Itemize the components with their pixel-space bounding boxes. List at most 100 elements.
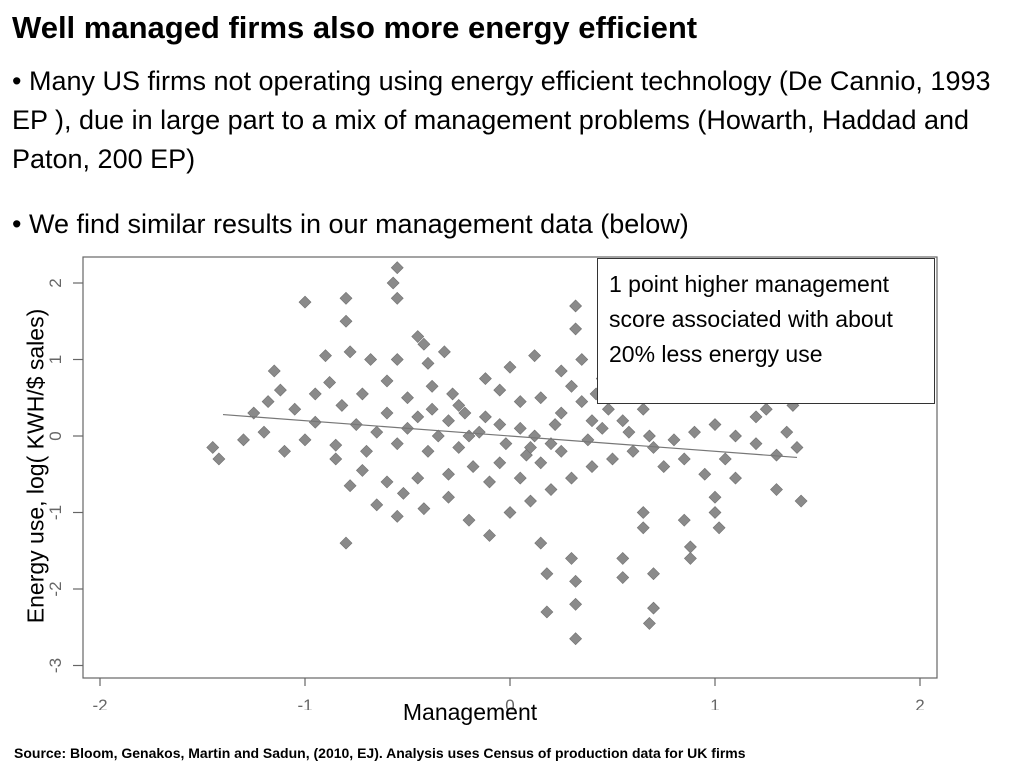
data-point [390,509,404,523]
data-point [708,418,722,431]
data-point [749,410,763,424]
data-point [569,574,583,588]
data-point [446,387,460,401]
data-point [712,521,726,535]
data-point [257,425,271,439]
data-point [261,395,275,408]
data-point [431,429,445,443]
bullet-2: • We find similar results in our managem… [12,209,689,239]
data-point [513,421,527,435]
data-point [513,471,527,485]
data-point [606,452,619,466]
data-point [636,506,650,519]
data-point [569,299,583,313]
data-point [390,291,404,305]
data-point [657,460,671,474]
data-point [544,483,558,496]
data-point [770,448,783,462]
source-note: Source: Bloom, Genakos, Martin and Sadun… [14,745,746,761]
data-point [636,521,650,535]
data-point [472,425,486,439]
data-point [335,398,349,412]
data-point [683,551,697,565]
data-point [569,632,583,646]
data-point [622,425,636,439]
data-point [493,383,507,397]
x-tick-label: 1 [710,696,719,710]
data-point [360,444,373,458]
data-point [267,364,281,378]
data-point [437,345,451,359]
data-point [483,475,496,489]
data-point [212,452,226,466]
data-point [548,418,562,431]
data-point [770,483,783,496]
data-point [386,276,400,290]
data-point [425,402,439,416]
data-point [339,536,353,550]
data-point [380,475,394,489]
data-point [478,410,492,424]
y-tick-label: 2 [46,278,65,287]
data-point [390,261,404,275]
bullet-1: • Many US firms not operating using ener… [12,66,991,174]
data-point [565,379,578,393]
data-point [540,567,554,581]
x-axis-label: Management [402,699,538,725]
data-point [647,567,660,581]
data-point [452,398,466,412]
data-point [493,418,507,431]
data-point [411,410,425,424]
data-point [380,374,394,388]
data-point [298,433,312,447]
data-point [483,529,496,542]
data-point [616,414,630,428]
data-point [544,437,558,451]
data-point [513,395,527,408]
data-point [355,387,369,401]
data-point [524,441,537,454]
data-point [698,467,712,481]
data-point [478,372,492,386]
data-point [575,395,589,408]
data-point [442,414,455,428]
data-point [708,490,722,504]
data-point [554,364,568,378]
data-point [452,441,466,454]
data-point [298,295,312,309]
data-point [554,406,568,420]
data-point [540,605,554,619]
data-point [329,452,343,466]
data-point [677,452,691,466]
data-point [503,360,517,374]
data-point [534,391,548,405]
x-tick-label: 0 [505,696,514,710]
data-point [642,617,656,630]
data-point [442,490,455,504]
data-point [343,345,357,359]
data-point [626,444,640,458]
data-point [396,486,410,500]
data-point [528,429,542,443]
data-point [524,494,537,508]
data-point [534,536,548,550]
data-point [343,479,357,493]
x-tick-label: -2 [92,696,107,710]
data-point [636,402,650,416]
data-point [569,597,583,611]
y-tick-label: 1 [46,355,65,364]
x-tick-label: -1 [297,696,312,710]
data-point [401,391,414,405]
data-point [308,387,322,401]
data-point [421,444,435,458]
data-point [319,349,332,363]
data-point [417,337,431,351]
data-point [442,467,455,481]
data-point [339,291,353,305]
data-point [729,471,742,485]
data-point [616,571,630,584]
y-tick-label: -1 [46,505,65,520]
data-point [411,471,425,485]
data-point [278,444,291,458]
data-point [503,506,517,519]
